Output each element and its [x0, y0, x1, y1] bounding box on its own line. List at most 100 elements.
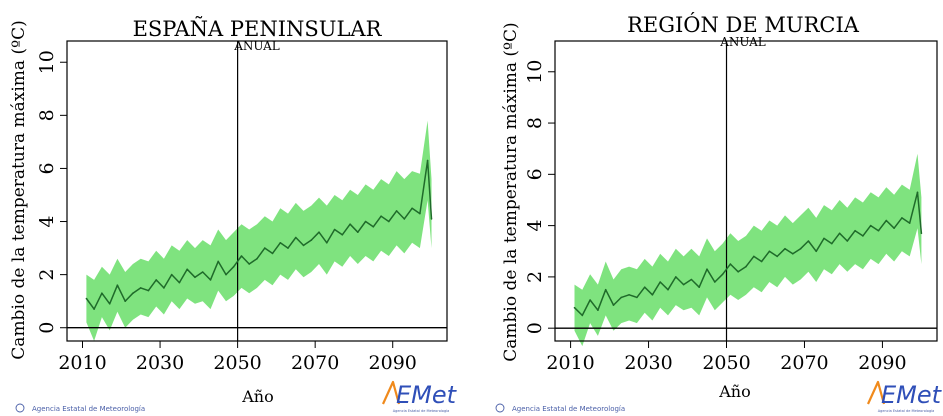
data-point — [815, 250, 817, 253]
data-point — [116, 284, 119, 287]
data-point — [893, 227, 895, 229]
data-point — [349, 223, 351, 225]
data-point — [581, 314, 584, 317]
x-tick-label: 2070 — [291, 352, 339, 374]
data-point — [132, 292, 134, 295]
data-point — [318, 231, 320, 233]
data-point — [838, 232, 841, 235]
plot-frame — [554, 40, 938, 342]
data-point — [620, 296, 623, 299]
data-point — [186, 268, 188, 271]
data-point — [163, 287, 165, 289]
mean-line — [573, 191, 923, 317]
data-point — [721, 273, 724, 276]
data-point — [372, 226, 375, 228]
data-point — [823, 237, 825, 240]
data-point — [854, 229, 856, 232]
chart-title: REGIÓN DE MURCIA — [627, 12, 860, 37]
x-tick-label: 2010 — [546, 352, 594, 374]
data-point — [737, 271, 739, 273]
data-point — [310, 239, 313, 241]
data-point — [388, 220, 390, 223]
x-tick-label: 2050 — [213, 352, 261, 374]
data-point — [597, 309, 599, 312]
y-tick-label: 0 — [36, 322, 58, 334]
data-point — [364, 220, 367, 223]
logo-subtext: Agencia Estatal de Meteorología — [878, 409, 935, 413]
data-point — [209, 279, 212, 281]
credit-text: Agencia Estatal de Meteorología — [512, 405, 625, 413]
data-point — [831, 242, 833, 245]
x-tick-label: 2050 — [702, 352, 750, 374]
y-tick-label: 2 — [524, 271, 546, 283]
data-point — [589, 299, 591, 301]
data-point — [201, 271, 204, 273]
data-point — [170, 273, 173, 276]
y-tick-label: 10 — [524, 60, 546, 84]
data-point — [256, 257, 258, 260]
y-tick-label: 0 — [524, 322, 546, 334]
data-point — [916, 191, 919, 194]
data-point — [792, 253, 794, 255]
chart-subtitle: ANUAL — [233, 39, 280, 53]
chart-title: ESPAÑA PENINSULAR — [133, 17, 383, 41]
logo-text: EMet — [881, 381, 943, 409]
x-tick-label: 2010 — [58, 352, 106, 374]
credit-text: Agencia Estatal de Meteorología — [32, 405, 145, 413]
data-point — [698, 286, 700, 289]
data-point — [784, 247, 786, 250]
x-axis-label: Año — [718, 382, 751, 401]
data-point — [155, 279, 157, 281]
data-point — [139, 287, 142, 289]
data-point — [729, 263, 732, 265]
data-point — [93, 308, 95, 310]
data-point — [295, 236, 297, 239]
data-point — [217, 260, 219, 263]
data-point — [877, 229, 880, 232]
data-point — [357, 231, 359, 233]
data-point — [85, 297, 88, 300]
data-point — [885, 219, 888, 222]
plot-frame — [66, 40, 448, 342]
data-point — [745, 265, 747, 268]
data-point — [869, 224, 872, 227]
y-tick-label: 8 — [36, 109, 58, 121]
data-point — [760, 260, 763, 263]
data-point — [395, 210, 398, 212]
data-point — [776, 255, 778, 258]
data-point — [302, 244, 305, 247]
uncertainty-band — [574, 153, 922, 347]
logo-mark — [866, 380, 886, 405]
data-point — [706, 268, 708, 271]
data-point — [651, 294, 654, 296]
data-point — [326, 242, 328, 244]
y-axis-label: Cambio de la temperatura máxima (ºC) — [9, 20, 29, 359]
copyright-icon — [15, 403, 25, 413]
chart-subtitle: ANUAL — [719, 35, 766, 49]
x-tick-label: 2090 — [369, 352, 417, 374]
data-point — [846, 240, 849, 242]
x-tick-label: 2030 — [136, 352, 184, 374]
data-point — [714, 281, 716, 283]
data-point — [341, 234, 344, 236]
data-point — [194, 276, 196, 279]
logo-text: EMet — [396, 381, 458, 409]
data-point — [628, 294, 630, 296]
data-point — [403, 218, 406, 220]
data-point — [232, 265, 235, 268]
data-point — [573, 306, 576, 309]
data-point — [675, 276, 677, 278]
copyright-icon — [495, 403, 505, 413]
data-point — [690, 278, 693, 281]
logo-mark — [381, 380, 401, 405]
data-point — [426, 159, 429, 162]
credit-footer: Agencia Estatal de Meteorología — [15, 403, 145, 413]
data-point — [108, 303, 111, 305]
y-tick-label: 10 — [36, 50, 58, 74]
data-point — [799, 247, 802, 250]
x-axis-label: Año — [241, 387, 274, 406]
